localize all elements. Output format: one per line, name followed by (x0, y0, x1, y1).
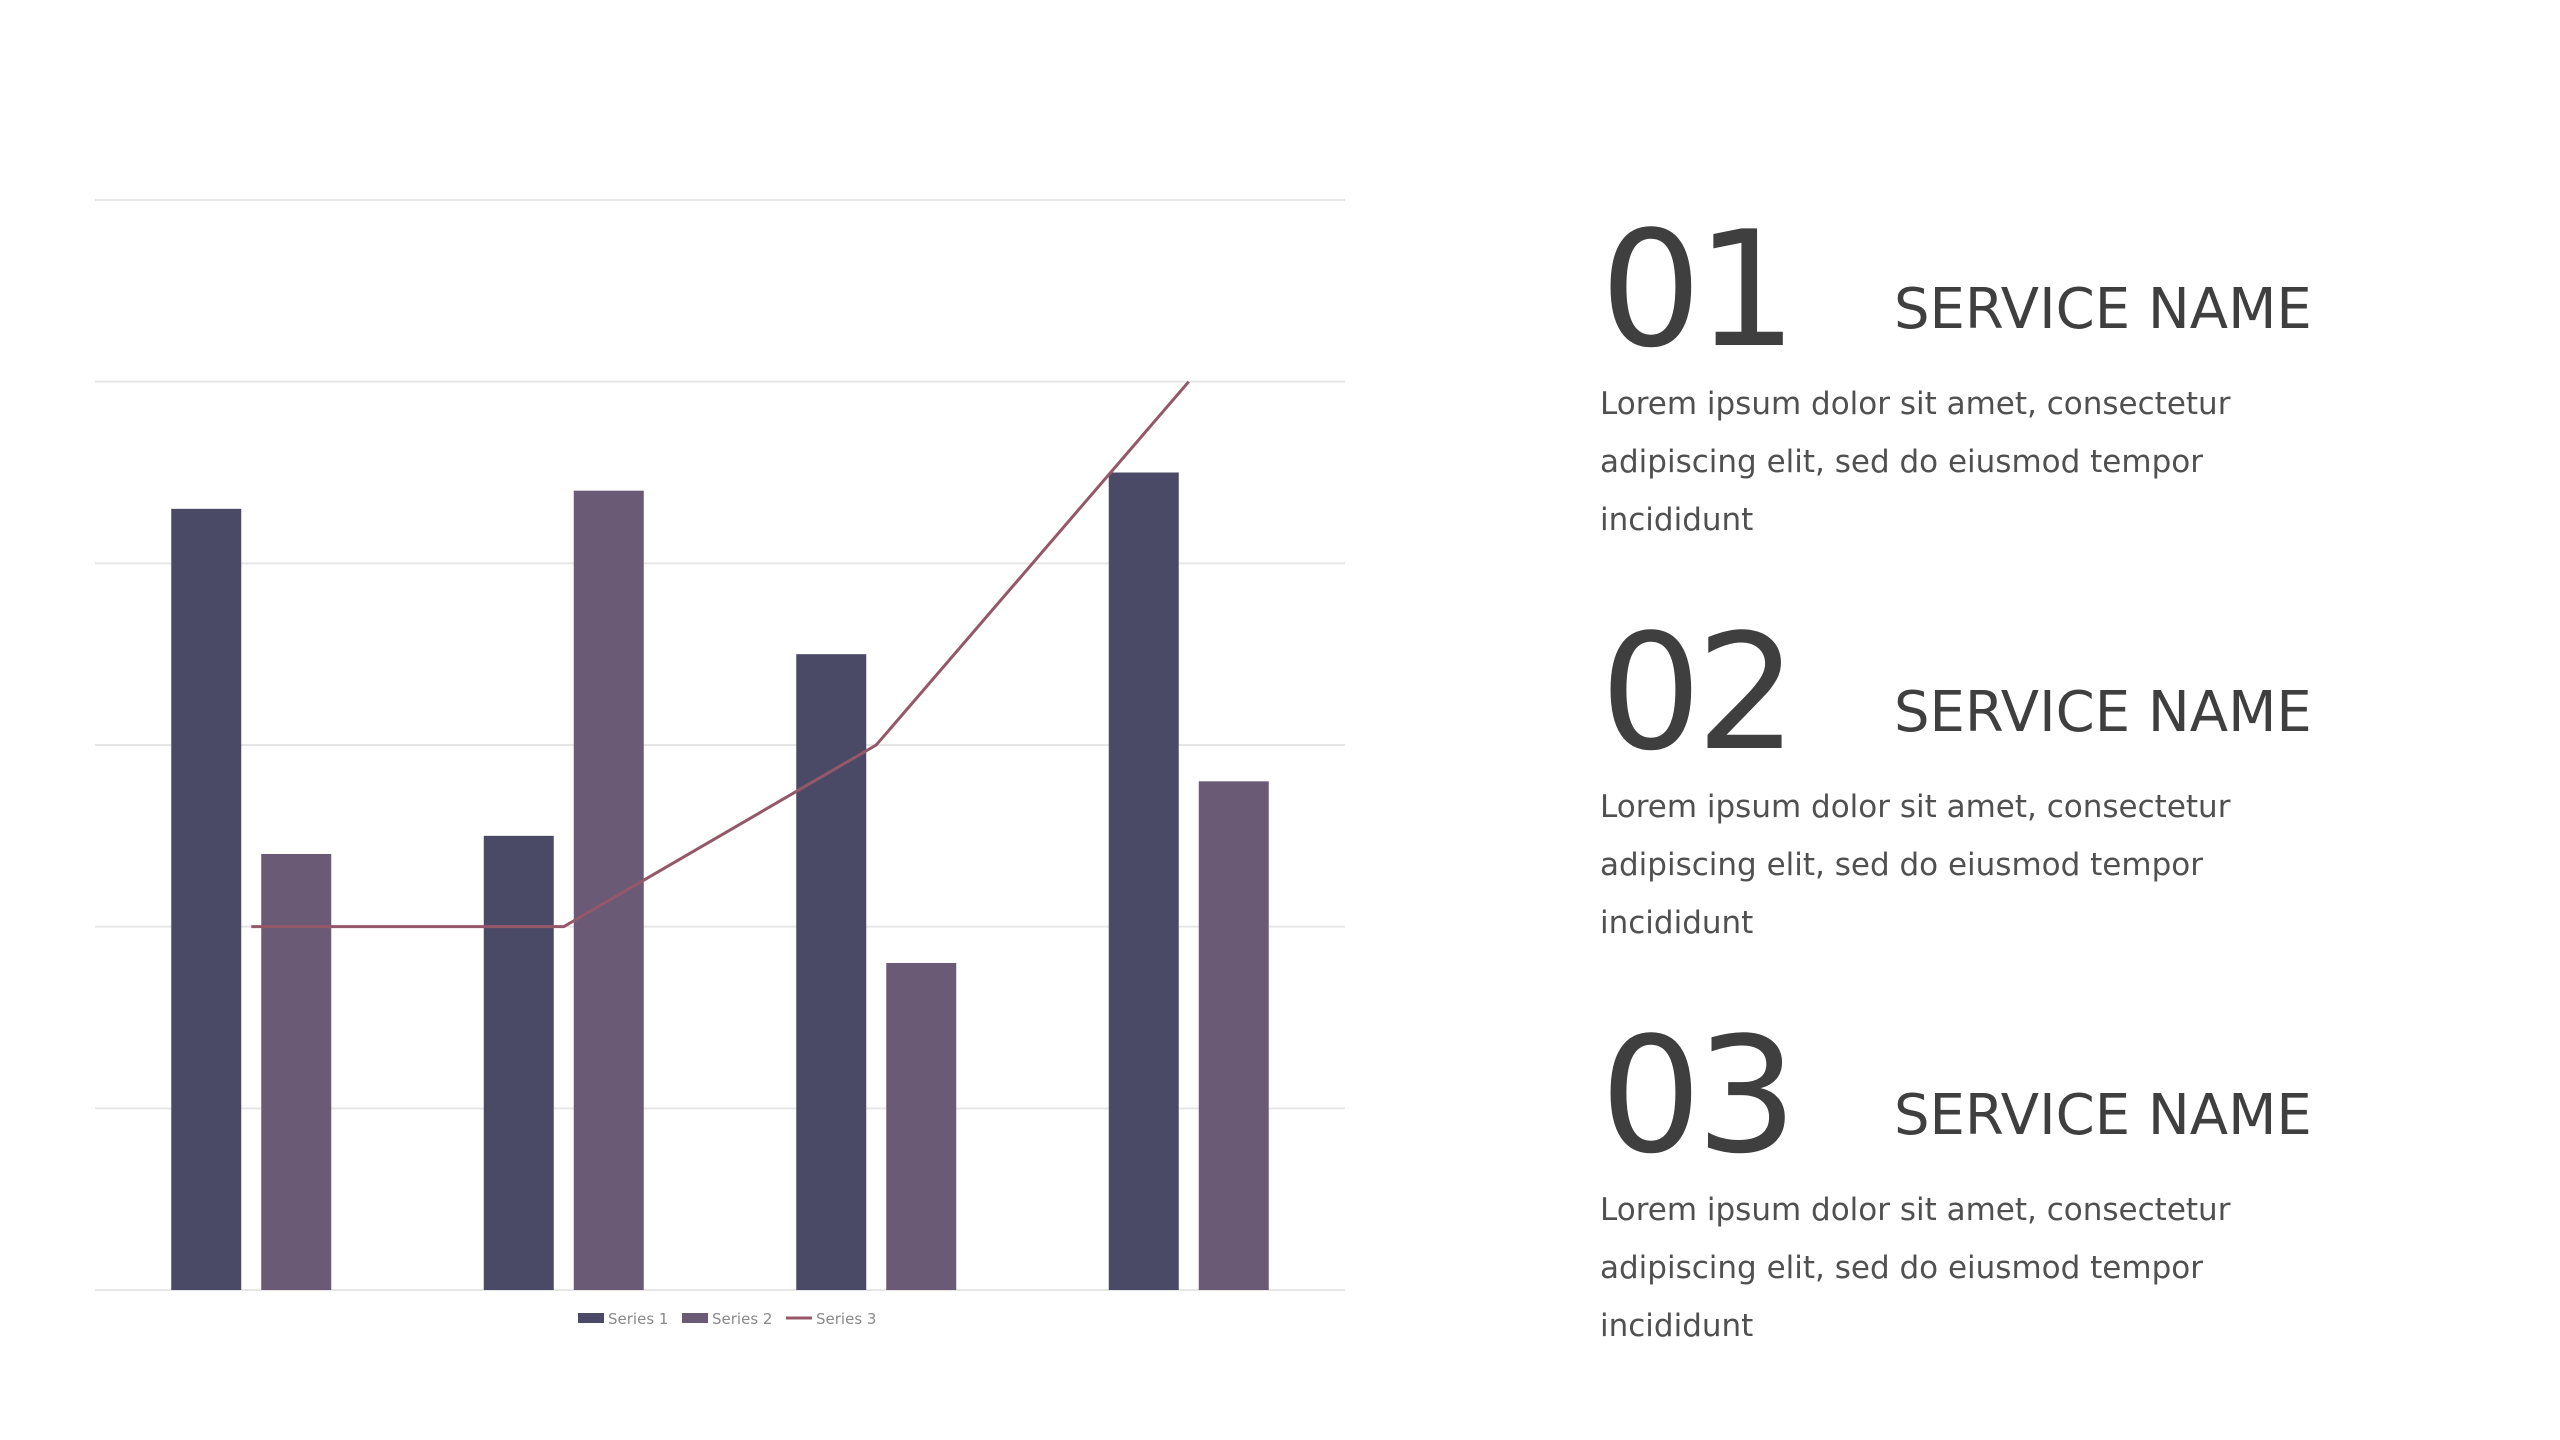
bar-series-2-3 (886, 963, 957, 1290)
chart-legend: Series 1 Series 2 Series 3 (578, 1310, 876, 1328)
service-number: 03 (1600, 1002, 1798, 1189)
service-item-3: 03 SERVICE NAME Lorem ipsum dolor sit am… (1600, 1002, 2400, 1355)
service-description: Lorem ipsum dolor sit amet, consectetur … (1600, 1192, 2231, 1344)
bar-series-2-1 (261, 854, 332, 1290)
legend-swatch-series-2 (682, 1313, 708, 1323)
legend-label-series-2: Series 2 (712, 1310, 772, 1328)
legend-swatch-series-1 (578, 1313, 604, 1323)
bar-series-1-4 (1108, 472, 1179, 1290)
service-name: SERVICE NAME (1894, 680, 2312, 745)
bar-series-1-2 (483, 835, 554, 1290)
chart-lines (251, 380, 1190, 929)
service-item-1: 01 SERVICE NAME Lorem ipsum dolor sit am… (1600, 196, 2400, 549)
service-name: SERVICE NAME (1894, 1083, 2312, 1148)
line-series-3 (251, 380, 1190, 929)
bar-series-2-4 (1198, 781, 1269, 1290)
bar-series-1-1 (171, 508, 242, 1290)
service-number: 01 (1600, 196, 1798, 383)
service-number: 02 (1600, 599, 1798, 786)
legend-label-series-1: Series 1 (608, 1310, 668, 1328)
service-description: Lorem ipsum dolor sit amet, consectetur … (1600, 386, 2231, 538)
legend-label-series-3: Series 3 (816, 1310, 876, 1328)
combo-chart: Series 1 Series 2 Series 3 (95, 199, 1345, 1328)
service-item-2: 02 SERVICE NAME Lorem ipsum dolor sit am… (1600, 599, 2400, 952)
service-description: Lorem ipsum dolor sit amet, consectetur … (1600, 789, 2231, 941)
bar-series-2-2 (573, 490, 644, 1291)
chart-bars (171, 472, 1269, 1291)
service-name: SERVICE NAME (1894, 277, 2312, 342)
bar-series-1-3 (796, 654, 867, 1290)
